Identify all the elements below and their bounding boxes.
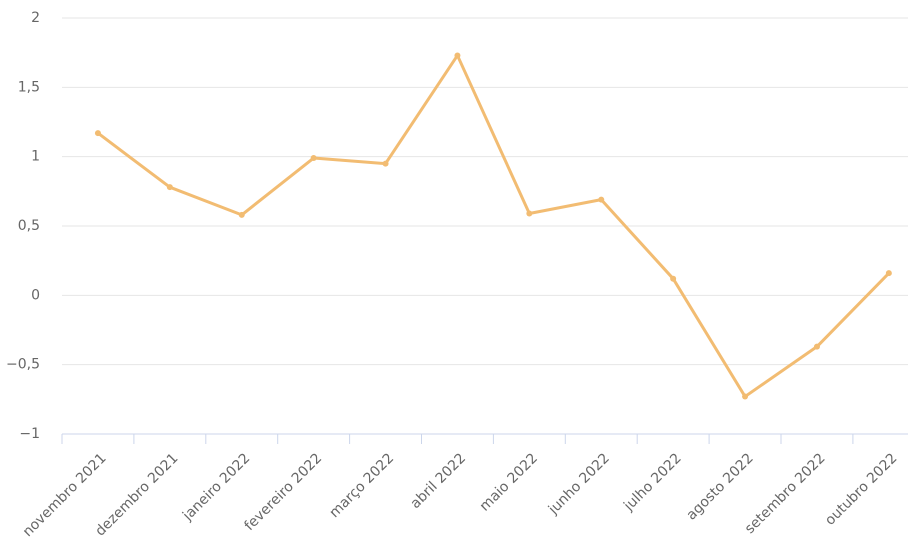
x-tick-label: maio 2022 bbox=[477, 450, 541, 514]
y-tick-label: 1,5 bbox=[18, 79, 40, 95]
x-tick-label: janeiro 2022 bbox=[179, 450, 253, 524]
x-tick-label: abril 2022 bbox=[408, 450, 470, 512]
point bbox=[670, 275, 677, 282]
point bbox=[885, 270, 892, 277]
y-tick-label: 0,5 bbox=[18, 218, 40, 234]
x-tick-label: agosto 2022 bbox=[684, 450, 757, 523]
x-tick-label: julho 2022 bbox=[620, 450, 684, 514]
point bbox=[526, 210, 533, 217]
y-tick-label: −0,5 bbox=[6, 357, 40, 373]
x-tick-label: março 2022 bbox=[326, 450, 397, 521]
point bbox=[94, 130, 101, 137]
y-tick-label: 2 bbox=[31, 10, 40, 26]
line-series bbox=[97, 53, 890, 399]
point bbox=[813, 343, 820, 350]
point bbox=[238, 211, 245, 218]
x-tick-label: fevereiro 2022 bbox=[242, 450, 326, 534]
point bbox=[454, 52, 461, 59]
y-tick-label: 1 bbox=[31, 149, 40, 165]
point bbox=[310, 155, 317, 162]
point bbox=[382, 160, 389, 167]
point bbox=[598, 196, 605, 203]
x-tick-label: junho 2022 bbox=[545, 450, 613, 518]
x-tick-label: outubro 2022 bbox=[822, 450, 900, 528]
y-tick-label: −1 bbox=[19, 426, 40, 442]
point bbox=[742, 393, 749, 400]
point bbox=[166, 184, 173, 191]
y-tick-label: 0 bbox=[31, 287, 40, 303]
